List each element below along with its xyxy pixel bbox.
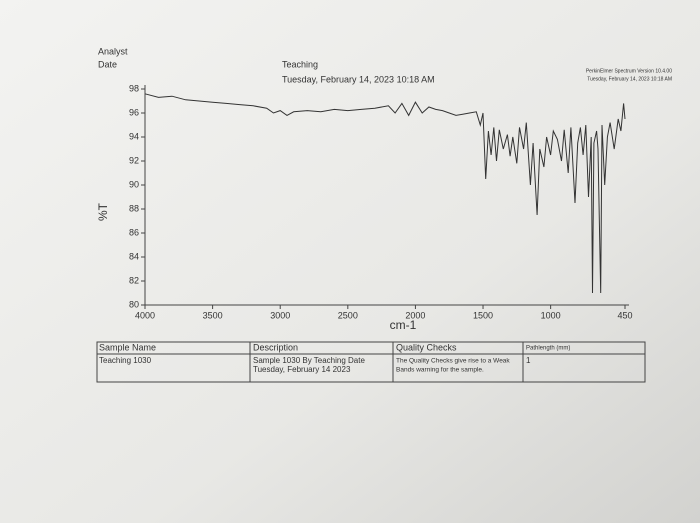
y-tick-label: 96 xyxy=(129,107,139,117)
table-border xyxy=(96,341,646,383)
y-axis-label: %T xyxy=(96,202,110,221)
x-tick-label: 1500 xyxy=(473,310,493,320)
x-tick-label: 2500 xyxy=(338,310,358,320)
table-cell: Teaching 1030 xyxy=(99,356,152,365)
x-tick-label: 3500 xyxy=(203,310,223,320)
analyst-label: Analyst xyxy=(98,46,128,56)
y-tick-label: 92 xyxy=(129,155,139,165)
x-tick-label: 2000 xyxy=(405,310,425,320)
y-tick-label: 84 xyxy=(129,251,139,261)
operator: Teaching xyxy=(282,59,318,69)
table-cell: 1 xyxy=(526,356,531,365)
x-tick-label: 4000 xyxy=(135,310,155,320)
table-header: Sample Name xyxy=(99,342,156,352)
sample-table xyxy=(96,341,646,383)
table-cell: Bands warning for the sample. xyxy=(396,367,484,374)
y-tick-label: 86 xyxy=(129,227,139,237)
x-tick-label: 1000 xyxy=(541,310,561,320)
spectrum-line xyxy=(144,93,626,294)
x-tick-label: 450 xyxy=(617,310,632,320)
y-tick-label: 88 xyxy=(129,203,139,213)
table-cell: The Quality Checks give rise to a Weak xyxy=(396,358,510,365)
y-tick-label: 82 xyxy=(129,275,139,285)
y-tick-label: 98 xyxy=(129,83,139,93)
table-cell: Sample 1030 By Teaching Date xyxy=(253,356,365,365)
y-tick-label: 90 xyxy=(129,179,139,189)
x-axis-label: cm-1 xyxy=(390,318,417,332)
table-header: Quality Checks xyxy=(396,342,457,352)
y-tick-label: 80 xyxy=(129,299,139,309)
table-header: Pathlength (mm) xyxy=(526,346,570,352)
table-header: Description xyxy=(253,342,298,352)
software-date: Tuesday, February 14, 2023 10:18 AM xyxy=(587,76,672,82)
timestamp: Tuesday, February 14, 2023 10:18 AM xyxy=(282,74,435,84)
x-tick-label: 3000 xyxy=(270,310,290,320)
software: PerkinElmer Spectrum Version 10.4.00 xyxy=(586,68,672,74)
date-label: Date xyxy=(98,59,117,69)
y-tick-label: 94 xyxy=(129,131,139,141)
table-cell: Tuesday, February 14 2023 xyxy=(253,365,351,374)
